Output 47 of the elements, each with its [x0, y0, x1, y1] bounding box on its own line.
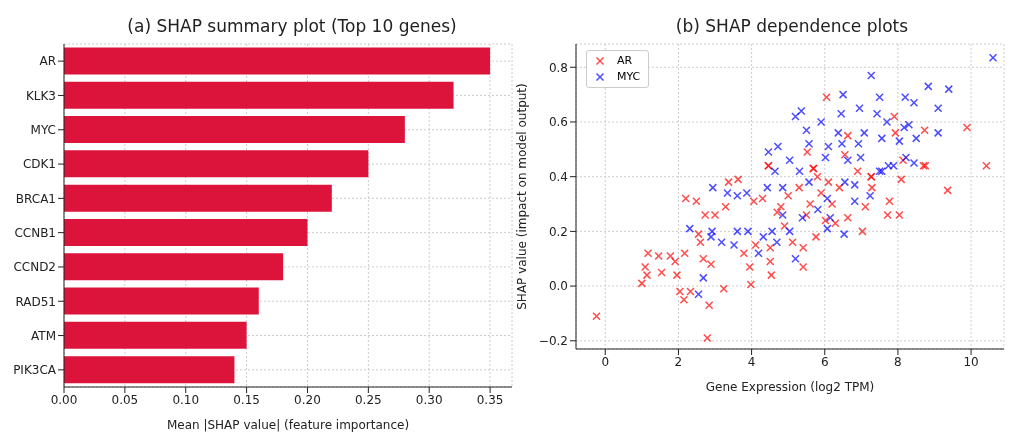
y-tick-label: AR: [39, 54, 56, 69]
x-tick-label: 0.35: [476, 392, 504, 407]
x-tick-label: 6: [820, 354, 829, 369]
y-tick-label: 0.6: [548, 115, 568, 130]
chart-title: (a) SHAP summary plot (Top 10 genes): [126, 16, 458, 36]
x-tick-label: 0.10: [172, 392, 200, 407]
bar: [64, 321, 247, 349]
y-tick-label: 0.8: [548, 60, 568, 75]
x-tick-label: 0: [601, 354, 610, 369]
y-tick-label: CDK1: [22, 157, 56, 172]
y-tick-label: KLK3: [25, 88, 56, 103]
x-tick-label: 0.00: [50, 392, 78, 407]
y-tick-label: ATM: [31, 328, 56, 343]
x-tick-label: 10: [963, 354, 979, 369]
x-tick-label: 2: [674, 354, 683, 369]
x-tick-label: 0.20: [294, 392, 321, 407]
bar: [64, 150, 369, 178]
bar: [64, 184, 332, 212]
x-tick-label: 0.05: [111, 392, 139, 407]
legend-label: AR: [617, 53, 633, 69]
bar: [64, 218, 308, 246]
x-tick-label: 0.25: [354, 392, 382, 407]
x-axis-title: Mean |SHAP value| (feature importance): [166, 418, 410, 432]
bar: [64, 116, 405, 144]
y-tick-label: BRCA1: [15, 191, 56, 206]
y-tick-label: PIK3CA: [13, 363, 57, 378]
x-tick-label: 8: [894, 354, 902, 369]
x-axis-title: Gene Expression (log2 TPM): [705, 380, 875, 394]
y-tick-label: 0.4: [548, 169, 568, 184]
y-tick-label: 0.2: [548, 224, 568, 239]
y-tick-label: 0.0: [548, 279, 568, 294]
chart-title: (b) SHAP dependence plots: [674, 16, 910, 36]
bar: [64, 47, 491, 75]
y-tick-label: −0.2: [538, 334, 568, 349]
y-axis-title: SHAP value (impact on model output): [515, 83, 530, 310]
y-tick-label: CCND2: [13, 260, 56, 275]
legend-label: MYC: [617, 69, 641, 85]
bar: [64, 356, 235, 384]
y-tick-label: RAD51: [15, 294, 56, 309]
bar: [64, 287, 259, 315]
x-tick-label: 0.15: [233, 392, 260, 407]
bar: [64, 253, 284, 281]
x-tick-label: 0.30: [415, 392, 443, 407]
y-tick-label: CCNB1: [14, 225, 56, 240]
bar: [64, 81, 454, 109]
y-tick-label: MYC: [30, 123, 56, 138]
x-tick-label: 4: [747, 354, 756, 369]
